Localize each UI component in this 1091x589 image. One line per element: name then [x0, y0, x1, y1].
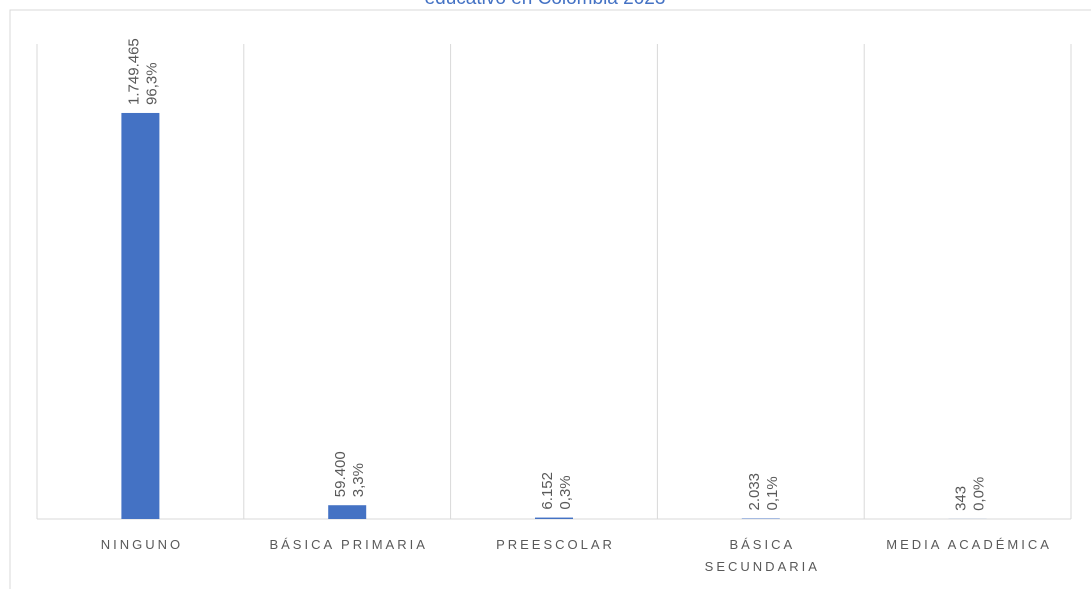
percentage-label: 0,1%	[764, 476, 781, 510]
bar	[328, 505, 367, 519]
percentage-label: 0,0%	[971, 477, 988, 511]
percentage-label: 3,3%	[350, 463, 367, 497]
value-label: 59.400	[332, 451, 349, 497]
x-tick-label: MEDIA ACADÉMICA	[886, 537, 1052, 552]
percentage-label: 0,3%	[557, 475, 574, 509]
x-tick-label: BÁSICA SECUNDARIA	[704, 537, 820, 574]
x-tick-label: NINGUNO	[100, 537, 184, 552]
value-label: 1.749.465	[125, 38, 142, 105]
value-label: 343	[953, 486, 970, 511]
value-label: 2.033	[746, 473, 763, 511]
chart-title: educativo en Colombia 2023	[425, 0, 666, 9]
bar	[535, 517, 573, 519]
chart-frame	[9, 9, 1091, 589]
x-tick-label: PREESCOLAR	[496, 537, 615, 552]
value-label: 6.152	[539, 472, 556, 510]
bar	[121, 112, 160, 520]
x-tick-label: BÁSICA PRIMARIA	[269, 537, 428, 552]
percentage-label: 96,3%	[143, 62, 160, 105]
